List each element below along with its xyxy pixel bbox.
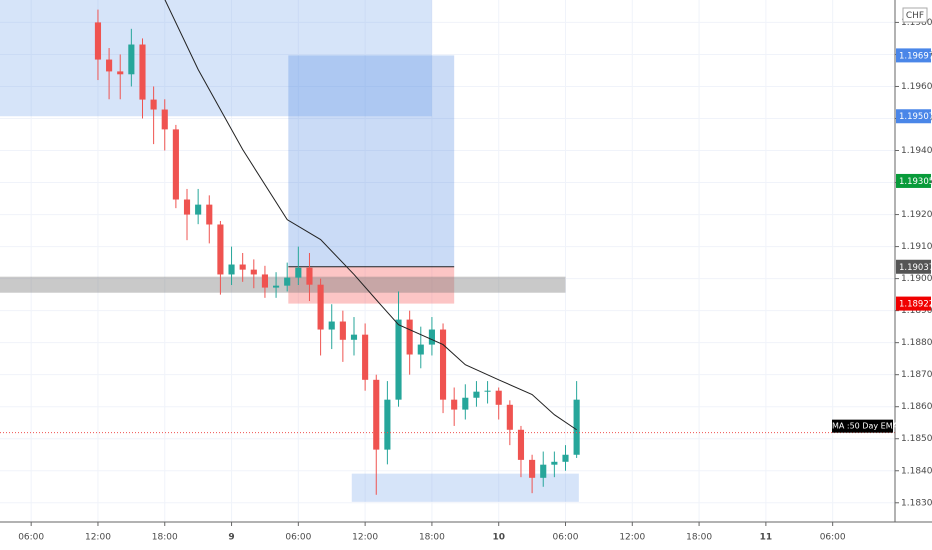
price-badge (896, 109, 931, 124)
candle-body (172, 129, 179, 200)
grid (0, 0, 895, 522)
y-tick-label: 1.18700 (901, 370, 932, 380)
candle-body (373, 379, 380, 450)
axes: 06:00 12:00 18:00 9 06:00 12:00 18:00 10 06:00 12… (18, 18, 932, 543)
candle-body (384, 399, 391, 450)
zones (0, 0, 579, 502)
x-tick-label: 12:00 (352, 533, 378, 543)
zone (288, 266, 455, 304)
x-tick-label: 06:00 (285, 533, 311, 543)
x-tick-label: 11 (760, 533, 773, 543)
x-tick-label: 06:00 (18, 533, 44, 543)
y-tick-label: 1.18300 (901, 498, 932, 508)
candle-body (350, 334, 358, 340)
candle-body (406, 319, 413, 355)
candle-body (428, 329, 435, 345)
price-badge-label: 1.19305 (899, 177, 932, 187)
y-tick-label: 1.18900 (901, 306, 932, 316)
candle-body (228, 264, 235, 275)
candle-body (573, 399, 580, 455)
ema-label: EMA :50 Day EMA (827, 422, 899, 431)
candle-body (551, 461, 558, 465)
ema-line (164, 0, 577, 431)
candle-body (217, 224, 224, 275)
y-tick-label: 1.18800 (901, 338, 932, 348)
candle-body (417, 344, 424, 355)
candle-body (317, 284, 324, 330)
price-badge-label: 1.19507 (899, 112, 932, 122)
price-badge (896, 296, 931, 311)
candle-body (517, 429, 525, 460)
candle-body (439, 329, 447, 400)
x-tick-label: 12:00 (85, 533, 111, 543)
candle-body (106, 59, 113, 72)
candle-body (529, 459, 536, 478)
candle-body (306, 267, 313, 285)
y-tick-label: 1.19600 (901, 82, 932, 92)
price-badge-label: 1.19697 (899, 51, 932, 61)
candle-body (261, 274, 268, 288)
candle-body (473, 391, 480, 398)
candle-body (362, 334, 369, 380)
candle-body (150, 99, 157, 110)
price-badge-label: 1.18922 (899, 300, 932, 310)
candle-body (239, 264, 246, 270)
y-tick-label: 1.19100 (901, 242, 932, 252)
y-tick-label: 1.19000 (901, 274, 932, 284)
zone (0, 276, 566, 293)
candle-body (462, 397, 469, 410)
x-tick-label: 10 (492, 533, 505, 543)
currency-box (902, 7, 928, 23)
candle-body (451, 399, 458, 410)
candle-body (339, 321, 346, 340)
zone (351, 473, 579, 502)
candle-body (328, 321, 335, 330)
y-tick-label: 1.19800 (901, 18, 932, 28)
price-badge (896, 259, 931, 274)
x-tick-label: 18:00 (419, 533, 445, 543)
candle-body (562, 454, 569, 462)
candle-body (273, 285, 280, 288)
x-tick-label: 18:00 (152, 533, 178, 543)
candle-body (94, 22, 102, 60)
zone (288, 55, 455, 267)
candle-body (295, 267, 302, 278)
candle-body (506, 404, 513, 430)
price-badge-label: 1.19037 (899, 263, 932, 273)
candle-body (161, 109, 168, 130)
x-tick-label: 06:00 (820, 533, 846, 543)
candle-body (183, 199, 191, 215)
currency: CHF (906, 11, 924, 21)
price-badge (896, 173, 931, 188)
x-tick-label: 12:00 (619, 533, 645, 543)
y-tick-label: 1.19200 (901, 210, 932, 220)
x-tick-label: 9 (228, 533, 234, 543)
ema-label-box (832, 419, 893, 433)
candle-body (284, 277, 291, 286)
candle-body (206, 204, 213, 225)
candle-body (484, 390, 491, 392)
candle-body (250, 269, 257, 275)
y-tick-label: 1.18500 (901, 434, 932, 444)
candle-body (117, 71, 124, 75)
y-tick-label: 1.18600 (901, 402, 932, 412)
zone (0, 0, 432, 117)
candle-body (128, 44, 135, 75)
candle-body (495, 390, 502, 405)
y-tick-label: 1.18400 (901, 466, 932, 476)
price-badge (896, 48, 931, 63)
candle-body (540, 464, 547, 478)
candle-body (195, 204, 202, 215)
x-tick-label: 06:00 (553, 533, 579, 543)
plot (0, 0, 895, 495)
candle-body (395, 319, 402, 400)
y-tick-label: 1.19400 (901, 146, 932, 156)
x-tick-label: 18:00 (686, 533, 712, 543)
candle-body (139, 44, 146, 100)
